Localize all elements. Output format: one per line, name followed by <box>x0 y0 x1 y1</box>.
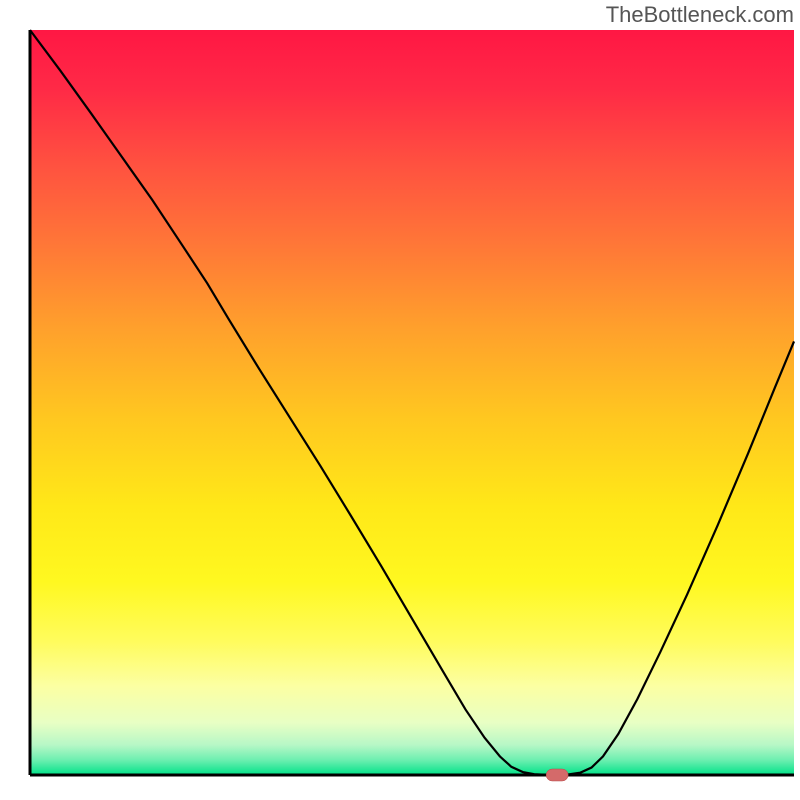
optimal-marker <box>546 769 568 781</box>
watermark-text: TheBottleneck.com <box>606 2 794 28</box>
bottleneck-chart <box>0 0 800 800</box>
chart-container: TheBottleneck.com <box>0 0 800 800</box>
plot-background <box>30 30 794 775</box>
